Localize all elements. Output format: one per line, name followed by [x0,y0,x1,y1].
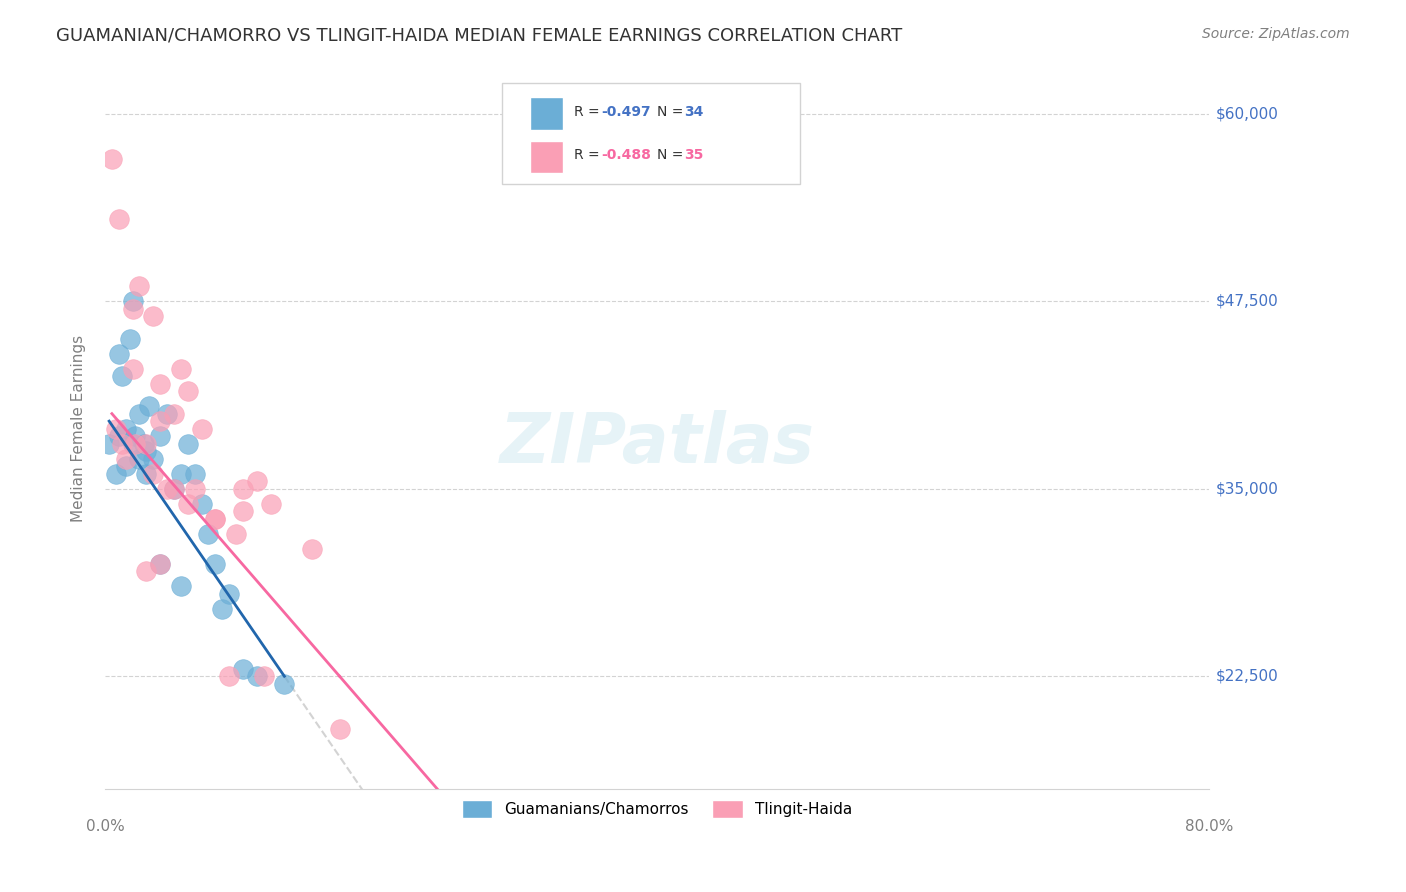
Point [98,436,121,450]
Text: ZIPatlas: ZIPatlas [499,410,814,477]
Point [301,541,323,556]
Point [138,399,160,413]
Text: -0.497: -0.497 [602,104,651,119]
Point [253,669,276,683]
Point [128,451,150,466]
Point [156,407,179,421]
Point [118,332,141,346]
Point [101,152,124,166]
Point [124,436,146,450]
FancyBboxPatch shape [530,97,562,129]
Point [105,422,128,436]
Point [204,511,226,525]
Point [121,361,143,376]
Point [142,309,165,323]
Text: -0.488: -0.488 [602,148,651,162]
Point [149,429,172,443]
Text: $22,500: $22,500 [1216,669,1278,684]
Point [163,407,186,421]
Point [132,436,155,450]
Y-axis label: Median Female Earnings: Median Female Earnings [72,335,86,522]
FancyBboxPatch shape [530,141,562,173]
Point [121,301,143,316]
Point [211,601,233,615]
Point [110,369,132,384]
Point [183,467,205,481]
Point [170,361,193,376]
Point [190,422,212,436]
Text: $47,500: $47,500 [1216,293,1278,309]
Point [156,482,179,496]
Text: 34: 34 [685,104,704,119]
Point [142,467,165,481]
Point [128,407,150,421]
Text: N =: N = [657,104,688,119]
Point [246,669,269,683]
Text: 0.0%: 0.0% [86,819,124,834]
Point [135,444,157,458]
Point [149,557,172,571]
Point [170,579,193,593]
Point [105,467,128,481]
Point [124,429,146,443]
Text: N =: N = [657,148,688,162]
Point [177,436,200,450]
Point [114,459,136,474]
Point [135,436,157,450]
Point [135,564,157,578]
Point [232,482,254,496]
Text: 80.0%: 80.0% [1185,819,1233,834]
Text: R =: R = [574,148,605,162]
Point [163,482,186,496]
Point [114,451,136,466]
Point [149,376,172,391]
Text: $60,000: $60,000 [1216,106,1278,121]
Point [273,677,295,691]
Point [128,279,150,293]
Text: Source: ZipAtlas.com: Source: ZipAtlas.com [1202,27,1350,41]
Point [107,211,129,226]
Point [183,482,205,496]
Point [121,294,143,309]
Legend: Guamanians/Chamorros, Tlingit-Haida: Guamanians/Chamorros, Tlingit-Haida [456,794,858,824]
Point [107,429,129,443]
Point [232,662,254,676]
Point [170,467,193,481]
Point [246,474,269,488]
Point [190,497,212,511]
Point [218,587,240,601]
Point [197,526,219,541]
Point [177,497,200,511]
Point [177,384,200,398]
Point [142,451,165,466]
Point [204,511,226,525]
Text: 35: 35 [685,148,704,162]
Point [135,467,157,481]
Point [110,436,132,450]
Text: $35,000: $35,000 [1216,481,1278,496]
Point [149,414,172,428]
Point [232,504,254,518]
Point [114,422,136,436]
Point [163,482,186,496]
Point [107,346,129,360]
Point [259,497,281,511]
Point [121,436,143,450]
Point [204,557,226,571]
Point [218,669,240,683]
Text: R =: R = [574,104,605,119]
Point [149,557,172,571]
Point [225,526,247,541]
FancyBboxPatch shape [502,83,800,184]
Point [329,722,352,736]
Text: GUAMANIAN/CHAMORRO VS TLINGIT-HAIDA MEDIAN FEMALE EARNINGS CORRELATION CHART: GUAMANIAN/CHAMORRO VS TLINGIT-HAIDA MEDI… [56,27,903,45]
